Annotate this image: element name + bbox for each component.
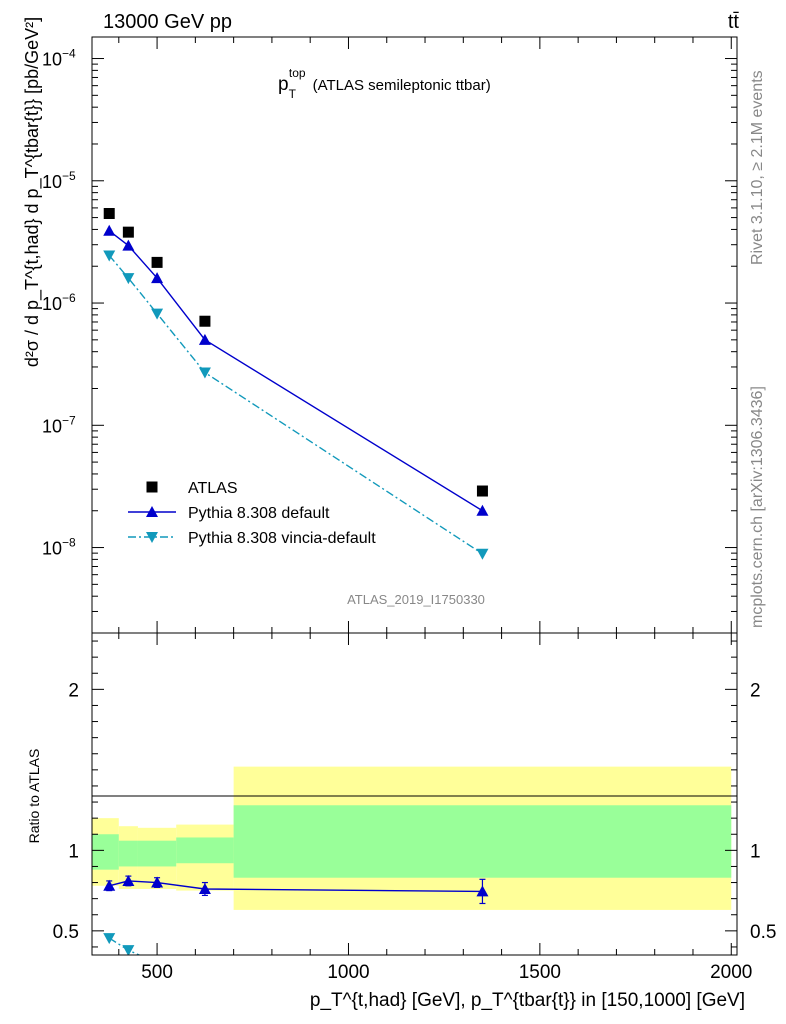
ratio-default-point [198, 882, 211, 894]
header-energy: 13000 GeV pp [103, 11, 232, 33]
ratio-default-point [103, 879, 116, 891]
mcplots-label: mcplots.cern.ch [arXiv:1306.3436] [749, 386, 766, 628]
axis-ticks [92, 37, 737, 955]
vincia-mc-point [122, 273, 135, 285]
default-mc-point [103, 224, 116, 236]
main-y-tick-exponent: −6 [62, 291, 76, 305]
default-mc-point [151, 272, 164, 284]
vincia-mc-point [198, 367, 211, 379]
main-y-tick-exponent: −5 [62, 169, 76, 183]
x-tick-label: 1000 [327, 962, 369, 983]
ratio-series-points [103, 874, 489, 985]
ratio-y-axis-label: Ratio to ATLAS [26, 749, 42, 844]
watermark: ATLAS_2019_I1750330 [347, 592, 485, 607]
main-y-tick-label: 10 [42, 294, 62, 314]
stat-uncertainty-band-2 [137, 840, 177, 867]
ratio-vincia-point [199, 974, 211, 985]
atlas-data-point [476, 485, 488, 497]
stat-uncertainty-band-0 [92, 834, 119, 870]
legend-marker-default [146, 506, 158, 517]
series-line-1 [108, 230, 483, 512]
vincia-mc-point [476, 548, 489, 560]
default-mc-point [122, 239, 135, 251]
main-y-tick-exponent: −4 [62, 47, 76, 61]
default-mc-point [198, 333, 211, 345]
vincia-mc-point [151, 308, 164, 320]
ratio-y-tick-label-right: 2 [750, 680, 761, 701]
ratio-y-tick-label-left: 2 [68, 680, 79, 701]
main-y-tick-label: 10 [42, 416, 62, 436]
ratio-uncertainty-bands [92, 766, 732, 910]
ratio-plot-frame [91, 632, 738, 956]
stat-uncertainty-band-4 [233, 805, 732, 878]
ratio-y-tick-label-right: 0.5 [750, 922, 776, 943]
ratio-y-tick-label-right: 1 [750, 841, 761, 862]
ratio-tick-labels: 0.5 0.5 1 1 2 2 500 1000 1500 2000 [53, 680, 777, 983]
atlas-data-point [103, 207, 115, 219]
x-axis-label: p_T^{t,had} [GeV], p_T^{tbar{t}} in [150… [310, 990, 745, 1011]
legend-label-0: ATLAS [188, 480, 238, 497]
ratio-default-point [151, 876, 164, 888]
ratio-default-point [476, 885, 489, 897]
ratio-y-tick-label-left: 0.5 [53, 922, 79, 943]
ratio-vincia-point [122, 945, 135, 955]
main-y-tick-label: 10 [42, 539, 62, 559]
title-rest: (ATLAS semileptonic ttbar) [313, 77, 491, 94]
main-y-tick-label: 10 [42, 172, 62, 192]
legend-marker-atlas [146, 481, 158, 493]
legend-label-1: Pythia 8.308 default [188, 505, 330, 522]
legend-label-2: Pythia 8.308 vincia-default [188, 530, 376, 547]
main-y-tick-exponent: −8 [62, 536, 76, 550]
x-tick-label: 1500 [519, 962, 561, 983]
ratio-default-point [122, 874, 135, 886]
ratio-y-tick-label-left: 1 [68, 841, 79, 862]
main-y-tick-exponent: −7 [62, 413, 76, 427]
legend: ATLAS Pythia 8.308 default Pythia 8.308 vi… [128, 480, 376, 547]
title-sup: top [289, 66, 306, 80]
rivet-label: Rivet 3.1.10, ≥ 2.1M events [749, 70, 766, 265]
stat-uncertainty-band-3 [176, 837, 234, 864]
title-sub: T [289, 87, 297, 101]
atlas-data-point [122, 226, 134, 238]
default-mc-point [476, 504, 489, 516]
main-y-tick-label: 10 [42, 50, 62, 70]
main-y-tick-labels: 10−410−510−610−710−8 [42, 47, 76, 559]
ratio-vincia-point [103, 933, 116, 945]
main-y-axis-label: d²σ / d p_T^{t,had} d p_T^{tbar{t}} [pb/… [22, 17, 43, 367]
title-main: p [278, 74, 289, 95]
atlas-data-point [199, 315, 211, 327]
stat-uncertainty-band-1 [118, 840, 138, 867]
atlas-data-point [151, 256, 163, 268]
header-process: tt̄ [728, 11, 740, 33]
x-tick-label: 500 [141, 962, 173, 983]
vincia-mc-point [103, 250, 116, 262]
main-series-points [103, 207, 489, 560]
x-tick-label: 2000 [710, 962, 752, 983]
legend-marker-vincia [146, 532, 158, 543]
plot-title: pTtop (ATLAS semileptonic ttbar) [278, 66, 491, 101]
